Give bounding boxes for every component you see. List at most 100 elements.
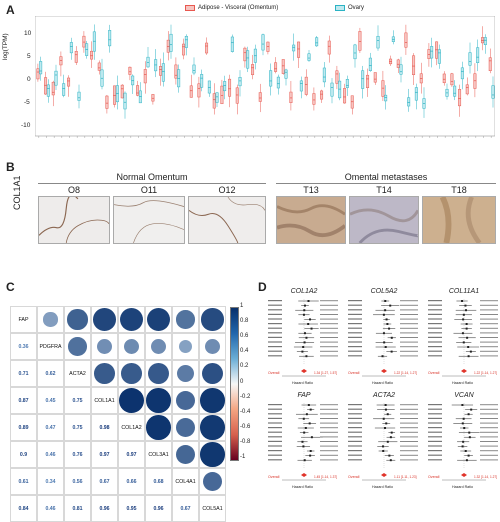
corr-value: 0.87 (10, 387, 37, 414)
box-body (184, 35, 188, 48)
forest-study-label-mark (268, 417, 282, 419)
forest-point (467, 454, 470, 457)
corr-value: 0.68 (145, 468, 172, 495)
corr-label: PDGFRA (37, 333, 64, 360)
forest-value-mark (320, 408, 338, 410)
forest-point (461, 332, 464, 335)
colorbar-tick-label: -0.2 (240, 393, 251, 400)
forest-study-label-mark (428, 318, 442, 320)
forest-point (390, 350, 393, 353)
corr-circle-mark (67, 309, 88, 330)
forest-point (468, 431, 471, 434)
forest-point (309, 450, 312, 452)
forest-study-label-mark (348, 408, 362, 410)
forest-value-mark (320, 323, 338, 325)
forest-overall-diamond (461, 369, 467, 373)
forest-overall-diamond (381, 369, 387, 373)
corr-circle-mark (93, 308, 116, 331)
forest-point (386, 413, 389, 416)
corr-circle (64, 333, 91, 360)
legend-ovary: Ovary (335, 5, 364, 11)
box-body (243, 47, 247, 62)
box-body (44, 77, 48, 95)
forest-study-label-mark (428, 408, 442, 410)
corr-circle-mark (148, 363, 169, 384)
forest-study-label-mark (428, 440, 442, 442)
corr-value: 0.34 (37, 468, 64, 495)
box-body (483, 37, 487, 45)
forest-study-label-mark (428, 417, 442, 419)
forest-study-label-mark (428, 422, 442, 424)
forest-study-label-mark (348, 341, 362, 343)
forest-point (310, 436, 313, 439)
corr-circle (199, 360, 226, 387)
forest-study-label-mark (428, 327, 442, 329)
omental-metastases-label: Omental metastases (344, 172, 428, 182)
corr-circle (172, 306, 199, 333)
forest-value-mark (320, 314, 338, 315)
corr-value: 0.71 (10, 360, 37, 387)
corr-circle (199, 306, 226, 333)
box-body (67, 77, 71, 87)
forest-value-mark (320, 355, 338, 357)
forest-study-label-mark (268, 445, 282, 447)
forest-point (384, 427, 387, 429)
box-body (458, 89, 462, 107)
box-body (113, 85, 117, 105)
forest-study-label-mark (268, 318, 282, 320)
forest-value-mark (400, 413, 418, 415)
corr-value: 0.96 (91, 495, 118, 522)
corr-circle-mark (96, 338, 113, 355)
box-body (343, 88, 347, 104)
box-body (476, 47, 480, 64)
box-body (368, 57, 372, 71)
forest-value-mark (480, 318, 498, 320)
corr-circle (172, 387, 199, 414)
forest-value-mark (480, 436, 498, 438)
forest-value-mark (480, 427, 498, 429)
forest-study-label-mark (428, 427, 442, 429)
box-body (128, 66, 132, 75)
forest-point (461, 445, 464, 448)
forest-title: COL1A2 (290, 288, 318, 295)
forest-point (383, 341, 386, 344)
corr-value: 0.67 (172, 495, 199, 522)
forest-study-label-mark (268, 327, 282, 329)
forest-value-mark (320, 441, 338, 442)
box-body (161, 63, 165, 82)
forest-axis-label: Hazard Ratio (292, 485, 313, 489)
corr-value: 0.75 (64, 414, 91, 441)
forest-value-mark (400, 332, 418, 334)
forest-point (389, 436, 392, 439)
forest-point (461, 422, 464, 425)
corr-circle-mark (201, 362, 224, 385)
forest-study-label-mark (428, 459, 442, 461)
box-body (404, 32, 408, 48)
forest-point (382, 450, 385, 452)
corr-circle (145, 414, 172, 441)
forest-value-mark (400, 318, 418, 320)
corr-value: 0.46 (37, 495, 64, 522)
forest-point (465, 459, 468, 462)
forest-value-mark (320, 422, 338, 424)
corr-circle-mark (119, 307, 144, 332)
forest-study-label-mark (428, 300, 442, 302)
box-body (97, 62, 101, 71)
forest-value-mark (320, 300, 338, 302)
forest-study-label-mark (268, 332, 282, 334)
box-body (437, 49, 441, 64)
corr-circle-mark (146, 415, 171, 440)
forest-overall-value: 1.11 [1.11, 1.23] (394, 475, 417, 479)
forest-point (382, 417, 385, 420)
box-body (281, 59, 285, 74)
forest-study-label-mark (428, 431, 442, 433)
corr-value-text: 0.89 (18, 424, 29, 431)
forest-value-mark (480, 459, 498, 461)
box-body (274, 62, 278, 72)
forest-study-label-mark (348, 427, 362, 429)
box-body (284, 69, 288, 79)
forest-value-mark (480, 355, 498, 357)
forest-point (384, 300, 387, 302)
forest-study-label-mark (348, 450, 362, 452)
colorbar-tick-label: 0.6 (240, 333, 249, 340)
